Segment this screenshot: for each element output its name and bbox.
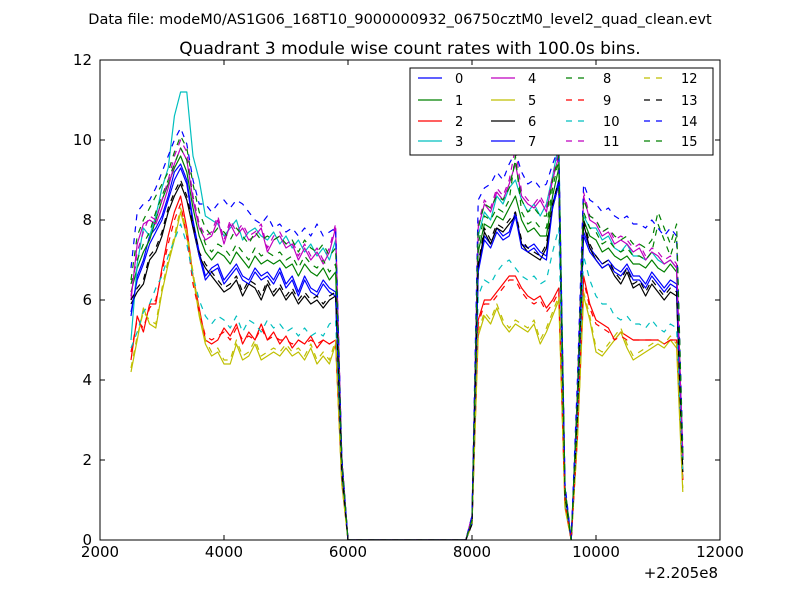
legend-label-10: 10 (603, 115, 620, 130)
x-tick-label: 10000 (572, 543, 620, 561)
y-tick-label: 2 (82, 451, 92, 469)
series-line-1 (130, 155, 684, 540)
legend-label-1: 1 (455, 94, 463, 109)
series-line-5 (130, 211, 684, 540)
series-line-13 (130, 179, 684, 540)
series-line-7 (130, 167, 684, 540)
y-tick-label: 0 (82, 531, 92, 549)
x-offset-label: +2.205e8 (644, 564, 718, 582)
x-tick-label: 4000 (205, 543, 243, 561)
series-line-9 (130, 203, 684, 540)
series-line-14 (130, 127, 684, 540)
series-line-8 (130, 147, 684, 540)
legend-label-12: 12 (681, 72, 698, 87)
y-tick-label: 12 (73, 51, 92, 69)
x-tick-label: 8000 (453, 543, 491, 561)
legend-label-3: 3 (455, 135, 463, 150)
x-tick-label: 2000 (81, 543, 119, 561)
series-line-0 (130, 163, 684, 540)
legend-label-6: 6 (528, 115, 536, 130)
legend-label-11: 11 (603, 135, 620, 150)
chart-title: Quadrant 3 module wise count rates with … (179, 39, 640, 59)
series-line-4 (130, 147, 684, 540)
legend-label-9: 9 (603, 94, 611, 109)
y-tick-label: 10 (73, 131, 92, 149)
x-tick-label: 12000 (696, 543, 744, 561)
legend-label-8: 8 (603, 72, 611, 87)
y-tick-label: 4 (82, 371, 92, 389)
series-layer (130, 91, 684, 540)
y-tick-label: 8 (82, 211, 92, 229)
figure-suptitle: Data file: modeM0/AS1G06_168T10_90000009… (88, 12, 712, 28)
legend-label-15: 15 (681, 135, 698, 150)
y-tick-label: 6 (82, 291, 92, 309)
legend-label-7: 7 (528, 135, 536, 150)
x-tick-label: 6000 (329, 543, 367, 561)
legend-label-4: 4 (528, 72, 536, 87)
legend-label-13: 13 (681, 94, 698, 109)
plot-frame (99, 59, 721, 541)
series-line-12 (130, 207, 684, 540)
legend-label-14: 14 (681, 115, 698, 130)
series-line-10 (130, 223, 684, 540)
series-line-3 (130, 91, 684, 540)
legend-label-2: 2 (455, 115, 463, 130)
legend-label-5: 5 (528, 94, 536, 109)
legend-box (409, 67, 714, 156)
legend-label-0: 0 (455, 72, 463, 87)
